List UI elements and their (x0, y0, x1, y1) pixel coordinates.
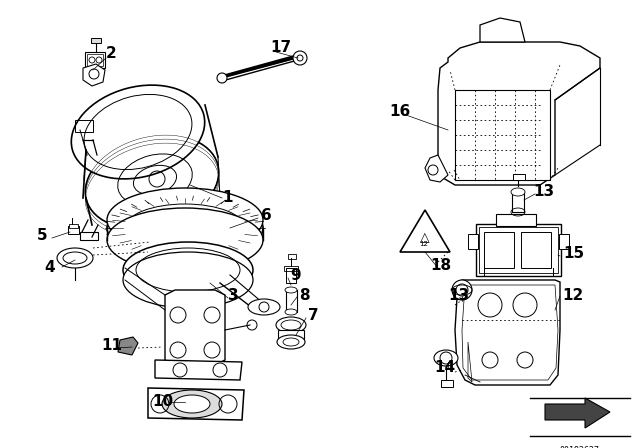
Text: 17: 17 (270, 40, 291, 56)
Text: 00182627: 00182627 (560, 446, 600, 448)
Text: 14: 14 (434, 359, 455, 375)
Ellipse shape (434, 350, 458, 366)
Polygon shape (118, 337, 138, 355)
Ellipse shape (63, 252, 87, 264)
Text: 1: 1 (222, 190, 232, 206)
Bar (286, 268, 296, 283)
Bar (278, 330, 304, 342)
Bar (476, 224, 561, 276)
Ellipse shape (107, 208, 263, 272)
Ellipse shape (248, 299, 280, 315)
Ellipse shape (162, 390, 222, 418)
Polygon shape (480, 18, 525, 42)
Text: △: △ (420, 232, 430, 245)
Polygon shape (83, 64, 105, 86)
Text: 4: 4 (44, 259, 54, 275)
Bar (512, 192, 524, 212)
Bar (75, 120, 93, 132)
Bar (69, 224, 78, 228)
Bar (91, 38, 101, 43)
Bar (284, 266, 298, 271)
Text: 13: 13 (533, 184, 554, 198)
Polygon shape (155, 360, 242, 380)
Bar (85, 52, 105, 68)
Text: 10: 10 (152, 395, 173, 409)
Bar (87, 54, 103, 66)
Bar (68, 226, 79, 234)
Text: 11: 11 (101, 337, 122, 353)
Text: 16: 16 (389, 104, 410, 120)
Circle shape (217, 73, 227, 83)
Text: 9: 9 (290, 268, 301, 284)
Polygon shape (400, 210, 450, 252)
Ellipse shape (85, 135, 219, 229)
Bar (288, 254, 296, 259)
Bar (496, 214, 536, 226)
Ellipse shape (285, 309, 297, 315)
Bar (484, 232, 514, 268)
Bar (455, 90, 550, 180)
Text: 12: 12 (420, 241, 428, 247)
Polygon shape (425, 155, 448, 182)
Polygon shape (165, 290, 225, 365)
Ellipse shape (123, 252, 253, 308)
Bar (559, 234, 569, 249)
Text: 6: 6 (261, 207, 272, 223)
Ellipse shape (57, 248, 93, 268)
Bar (286, 290, 297, 312)
Polygon shape (438, 42, 600, 185)
Text: 18: 18 (430, 258, 451, 272)
Bar (468, 234, 478, 249)
Polygon shape (455, 280, 560, 385)
Ellipse shape (277, 335, 305, 349)
Polygon shape (545, 398, 610, 428)
Text: 13: 13 (448, 289, 469, 303)
Ellipse shape (276, 317, 306, 333)
Bar (479, 227, 558, 273)
Circle shape (452, 280, 472, 300)
Bar (513, 174, 525, 180)
Text: 2: 2 (106, 47, 116, 61)
Ellipse shape (107, 196, 263, 260)
Polygon shape (148, 388, 244, 420)
Circle shape (293, 51, 307, 65)
Text: 8: 8 (299, 288, 310, 302)
Ellipse shape (107, 188, 263, 252)
Text: 15: 15 (563, 246, 584, 262)
Text: 5: 5 (37, 228, 47, 242)
Bar (441, 380, 453, 387)
Ellipse shape (174, 395, 210, 413)
Ellipse shape (71, 85, 205, 179)
Ellipse shape (123, 242, 253, 298)
Ellipse shape (511, 188, 525, 196)
Ellipse shape (285, 287, 297, 293)
Text: 12: 12 (562, 289, 583, 303)
Bar (521, 232, 551, 268)
Bar (80, 232, 98, 240)
Text: 3: 3 (228, 288, 239, 302)
Text: 7: 7 (308, 309, 319, 323)
